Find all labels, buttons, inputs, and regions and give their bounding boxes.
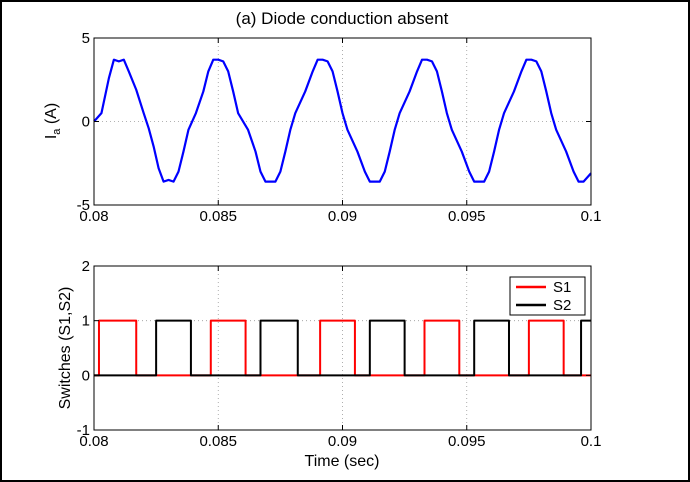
switches-y-tick-label: -1 — [77, 422, 90, 439]
legend-box — [509, 276, 586, 316]
switches-x-tick-label: 0.09 — [328, 433, 357, 450]
current-y-tick-label: -5 — [77, 197, 90, 214]
switches-y-tick-label: 2 — [82, 258, 90, 275]
current-plot: 0.08 0.085 0.09 0.095 0.1 -5 0 5 (a) Diode cond… — [43, 9, 601, 225]
current-x-tick-label: 0.095 — [448, 208, 486, 225]
current-y-tick-label: 0 — [82, 114, 90, 131]
legend: S1 S2 — [509, 276, 586, 316]
current-grid — [94, 38, 591, 205]
current-y-axis-label: Ia (A) — [43, 103, 63, 139]
switches-series — [94, 319, 591, 377]
legend-label-s1: S1 — [553, 279, 571, 296]
current-x-tick-label: 0.09 — [328, 208, 357, 225]
switches-x-tick-label: 0.095 — [448, 433, 486, 450]
current-x-tick-label: 0.085 — [199, 208, 237, 225]
current-series-line — [93, 58, 592, 183]
switches-x-tick-label: 0.1 — [581, 433, 602, 450]
switches-ticks: 0.08 0.085 0.09 0.095 0.1 -1 0 1 2 — [77, 258, 602, 450]
series-line-s2 — [94, 319, 591, 377]
chart-title: (a) Diode conduction absent — [236, 9, 449, 28]
switches-x-tick-label: 0.085 — [199, 433, 237, 450]
switches-y-tick-label: 0 — [82, 367, 90, 384]
legend-label-s2: S2 — [553, 297, 571, 314]
current-x-tick-label: 0.1 — [581, 208, 602, 225]
switches-plot: 0.08 0.085 0.09 0.095 0.1 -1 0 1 2 Time (sec) Sw… — [57, 258, 601, 470]
switches-y-axis-label: Switches (S1,S2) — [57, 287, 74, 410]
current-ticks: 0.08 0.085 0.09 0.095 0.1 -5 0 5 — [77, 30, 602, 225]
switches-y-tick-label: 1 — [82, 313, 90, 330]
switches-x-tick-label: 0.08 — [79, 433, 108, 450]
x-axis-label: Time (sec) — [305, 453, 380, 470]
current-y-tick-label: 5 — [82, 30, 90, 47]
series-line-s1 — [94, 319, 591, 377]
current-x-tick-label: 0.08 — [79, 208, 108, 225]
current-series — [93, 58, 592, 183]
